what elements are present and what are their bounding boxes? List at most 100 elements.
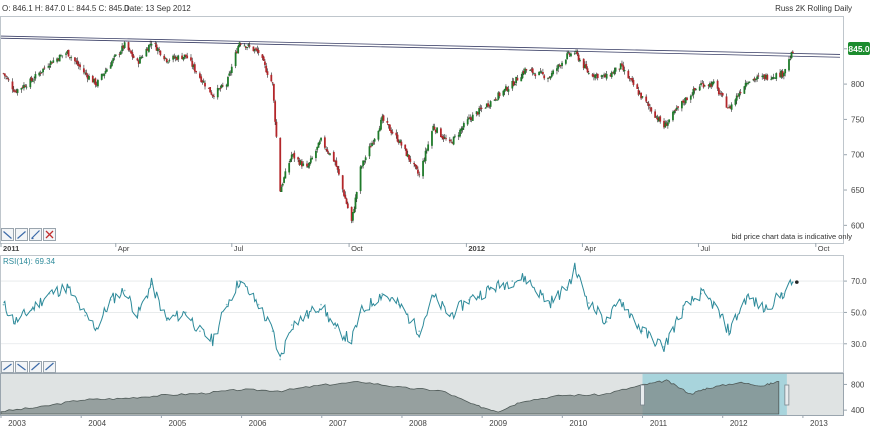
- candle-body: [789, 59, 792, 60]
- overview-handles[interactable]: [640, 384, 790, 406]
- candle-body: [631, 77, 634, 81]
- candle-body: [680, 101, 683, 109]
- candle-body: [529, 70, 532, 71]
- time-axis-labels: 2011 Apr Jul Oct 2012 Apr Jul Oct: [0, 243, 830, 253]
- candle-body: [211, 94, 214, 97]
- candle-body: [413, 163, 416, 165]
- candle-body: [418, 174, 421, 176]
- candle-body: [594, 74, 597, 79]
- candle-body: [695, 89, 697, 90]
- candle-body: [780, 70, 783, 78]
- candle-body: [539, 71, 542, 73]
- candle-body: [765, 74, 767, 79]
- candle-body: [451, 142, 454, 144]
- candle-body: [218, 88, 220, 90]
- candle-body: [247, 44, 250, 46]
- candle-body: [387, 124, 390, 126]
- candle-body: [496, 99, 498, 101]
- candle-body: [49, 61, 52, 65]
- rsi-y-axis: 30.0 50.0 70.0: [844, 277, 867, 349]
- rsi-point: [279, 358, 282, 361]
- candle-body: [668, 119, 671, 123]
- candle-body: [320, 137, 322, 141]
- instrument-title: Russ 2K Rolling Daily: [775, 4, 852, 13]
- candle-body: [460, 128, 463, 131]
- candle-body: [159, 50, 162, 56]
- rsi-point: [700, 292, 702, 295]
- candle-body: [621, 63, 623, 66]
- candle-body: [534, 74, 537, 77]
- price-y-tick-label: 600: [851, 221, 865, 230]
- candle-body: [213, 96, 215, 97]
- candle-body: [618, 68, 621, 70]
- candle-body: [95, 83, 98, 86]
- candle-body: [503, 88, 506, 92]
- candle-body: [721, 93, 724, 96]
- candle-body: [791, 51, 794, 53]
- candle-body: [666, 122, 669, 126]
- candle-body: [244, 46, 247, 48]
- rsi-point: [573, 267, 576, 270]
- candle-body: [683, 101, 686, 103]
- price-y-tick-label: 700: [851, 151, 865, 160]
- rsi-point: [290, 324, 293, 326]
- candle-body: [441, 136, 444, 138]
- candle-body: [487, 103, 489, 107]
- trend-up-icon-glyph: [3, 363, 12, 371]
- candle-body: [470, 117, 473, 120]
- candle-body: [354, 197, 357, 210]
- candle-body: [628, 78, 631, 79]
- candle-body: [23, 84, 25, 89]
- trendline-group[interactable]: [0, 35, 841, 58]
- candle-body: [738, 93, 741, 97]
- rsi-point: [397, 303, 400, 306]
- candle-body: [16, 89, 19, 93]
- candle-body: [31, 80, 34, 82]
- candle-body: [316, 146, 319, 150]
- candle-body: [299, 160, 302, 165]
- candle-body: [549, 76, 552, 79]
- candle-body: [167, 61, 169, 63]
- candle-body: [689, 95, 692, 100]
- candle-body: [228, 73, 231, 76]
- candle-body: [612, 72, 614, 74]
- candle-body: [647, 103, 650, 107]
- candle-body: [82, 68, 85, 73]
- candle-body: [79, 64, 81, 68]
- candle-body: [219, 87, 222, 89]
- candle-body: [548, 77, 551, 79]
- candle-body: [207, 87, 210, 89]
- trend-down-icon-glyph: [3, 231, 12, 239]
- candle-body: [266, 71, 269, 75]
- candle-body: [136, 58, 139, 61]
- candle-body: [409, 158, 412, 162]
- candle-body: [756, 76, 759, 80]
- rsi-point: [95, 327, 98, 330]
- candle-body: [432, 125, 435, 131]
- candle-body: [550, 72, 553, 77]
- candle-body: [493, 99, 496, 101]
- candle-body: [327, 152, 330, 154]
- rsi-point: [663, 346, 665, 348]
- candle-body: [243, 45, 246, 47]
- candle-body: [577, 54, 580, 61]
- candle-body: [362, 160, 365, 166]
- candle-body: [443, 137, 446, 139]
- candle-body: [377, 130, 380, 140]
- candle-body: [140, 57, 143, 59]
- rsi-point: [359, 311, 362, 314]
- candle-body: [94, 78, 97, 85]
- candle-body: [137, 60, 140, 64]
- candle-body: [364, 157, 367, 161]
- candle-body: [40, 71, 43, 73]
- rsi-point: [524, 277, 526, 279]
- candle-body: [752, 79, 755, 81]
- rsi-point: [211, 339, 214, 342]
- candle-body: [15, 90, 18, 93]
- candle-body: [461, 127, 464, 130]
- overview-x-tick-label: 2005: [168, 419, 186, 428]
- candle-body: [632, 79, 635, 85]
- candle-body: [256, 48, 259, 52]
- candle-body: [734, 99, 737, 105]
- overview-y-tick-label: 800: [851, 380, 865, 389]
